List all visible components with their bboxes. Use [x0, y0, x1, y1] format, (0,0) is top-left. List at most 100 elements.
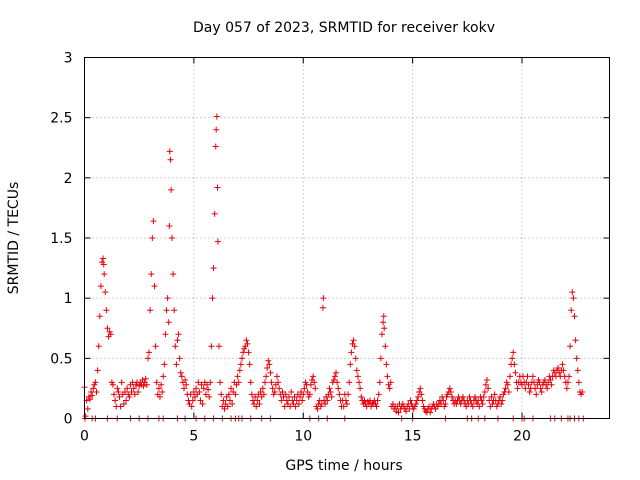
data-point	[84, 405, 91, 412]
data-point	[232, 391, 239, 398]
data-point	[259, 385, 266, 392]
data-point	[531, 379, 538, 386]
axis-ticks	[84, 57, 610, 419]
data-point	[379, 331, 385, 338]
data-point	[573, 355, 580, 362]
data-point	[142, 375, 149, 382]
data-point	[117, 403, 124, 410]
data-point	[104, 325, 111, 332]
data-point	[537, 385, 544, 392]
data-point	[247, 379, 254, 386]
data-point	[328, 393, 335, 400]
data-point	[150, 218, 157, 225]
data-point	[267, 369, 274, 376]
data-point	[286, 393, 293, 400]
data-point	[143, 381, 150, 388]
data-point	[466, 393, 473, 400]
data-point	[538, 389, 545, 396]
data-point	[344, 401, 350, 408]
data-point	[103, 307, 110, 314]
data-point	[281, 403, 288, 410]
data-point	[170, 271, 177, 278]
data-point	[348, 349, 355, 356]
data-point	[326, 385, 333, 392]
data-point	[248, 391, 255, 398]
data-point	[198, 381, 205, 388]
data-point	[182, 376, 189, 383]
data-point	[288, 389, 295, 396]
data-point	[419, 397, 426, 404]
data-point	[90, 385, 97, 392]
data-point	[568, 307, 575, 314]
data-point	[124, 385, 131, 392]
data-point	[93, 389, 100, 396]
data-point	[243, 337, 250, 344]
data-point	[447, 389, 454, 396]
chart-title: Day 057 of 2023, SRMTID for receiver kok…	[193, 20, 495, 36]
x-tick-label: 5	[189, 429, 198, 445]
data-point	[504, 381, 511, 388]
data-point	[376, 379, 383, 386]
data-point	[144, 355, 151, 362]
data-point	[497, 393, 504, 400]
data-point	[293, 397, 300, 404]
data-point	[505, 389, 512, 396]
y-tick-label: 0	[64, 412, 73, 428]
data-point	[347, 361, 354, 368]
data-point	[190, 389, 197, 396]
data-point	[279, 389, 286, 396]
data-point	[268, 379, 275, 386]
data-point	[112, 397, 119, 404]
data-point	[314, 405, 321, 412]
data-point	[204, 381, 210, 388]
data-point	[440, 397, 447, 404]
data-point	[260, 391, 267, 398]
data-point	[147, 307, 154, 314]
data-point	[208, 343, 215, 350]
data-point	[481, 389, 488, 396]
data-point	[407, 397, 414, 404]
data-point	[403, 408, 410, 415]
data-point	[245, 349, 252, 356]
data-point	[256, 401, 263, 408]
data-point	[221, 405, 228, 412]
data-point	[375, 391, 382, 398]
grid-lines	[84, 57, 610, 419]
data-point	[324, 397, 331, 404]
data-point	[491, 391, 498, 398]
data-point	[319, 304, 326, 311]
y-tick-label: 2.5	[50, 111, 72, 127]
data-point	[94, 367, 101, 374]
data-point	[199, 401, 206, 408]
data-point	[312, 385, 319, 392]
data-point	[331, 373, 338, 380]
data-point	[510, 349, 517, 356]
data-point	[511, 361, 518, 368]
data-point	[569, 289, 576, 296]
data-point	[174, 337, 181, 344]
data-point	[489, 401, 496, 408]
data-point	[480, 393, 487, 400]
data-point	[220, 397, 227, 404]
data-point	[261, 379, 268, 386]
data-point	[153, 379, 160, 386]
data-point	[89, 392, 96, 399]
data-point	[506, 373, 513, 380]
data-point	[512, 369, 519, 376]
data-point	[575, 379, 582, 386]
data-point	[352, 355, 359, 362]
data-point	[88, 389, 95, 396]
data-point	[217, 379, 224, 386]
data-point	[176, 355, 183, 362]
data-point	[264, 364, 271, 371]
data-point	[479, 401, 486, 408]
data-point	[213, 126, 220, 133]
data-point	[336, 391, 343, 398]
data-point	[295, 401, 302, 408]
x-tick-labels: 0 5 10 15 20	[80, 429, 531, 445]
y-axis-label: SRMTID / TECUs	[6, 182, 22, 295]
y-tick-label: 0.5	[50, 351, 72, 367]
data-point	[195, 379, 202, 386]
data-point	[342, 397, 349, 404]
